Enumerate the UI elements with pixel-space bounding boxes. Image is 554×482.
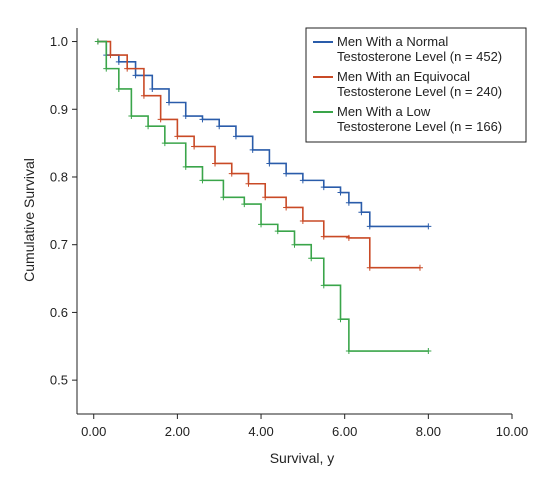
censor-mark [245, 180, 252, 187]
y-tick-label: 0.7 [50, 237, 68, 252]
legend-label: Men With a Normal [337, 34, 448, 49]
censor-mark [94, 38, 101, 45]
censor-mark [241, 201, 248, 208]
censor-mark [345, 199, 352, 206]
y-tick-label: 0.9 [50, 102, 68, 117]
censor-mark [132, 72, 139, 79]
censor-mark [320, 184, 327, 191]
censor-mark [345, 348, 352, 355]
censor-mark [199, 177, 206, 184]
censor-mark [216, 123, 223, 130]
censor-mark [145, 123, 152, 130]
censor-mark [149, 85, 156, 92]
censor-mark [320, 233, 327, 240]
censor-mark [425, 223, 432, 230]
censor-mark [161, 140, 168, 147]
censor-mark [262, 194, 269, 201]
censor-mark [283, 204, 290, 211]
censor-mark [232, 133, 239, 140]
legend-label: Testosterone Level (n = 452) [337, 49, 502, 64]
censor-mark [416, 264, 423, 271]
censor-mark [103, 65, 110, 72]
x-tick-label: 4.00 [248, 424, 273, 439]
x-tick-label: 2.00 [165, 424, 190, 439]
censor-mark [283, 170, 290, 177]
y-axis-title: Cumulative Survival [21, 158, 37, 282]
censor-mark [299, 177, 306, 184]
censor-mark [191, 143, 198, 150]
censor-mark [308, 255, 315, 262]
censor-mark [199, 116, 206, 123]
censor-mark [140, 92, 147, 99]
censor-mark [258, 221, 265, 228]
censor-mark [220, 194, 227, 201]
legend-label: Testosterone Level (n = 166) [337, 119, 502, 134]
legend-label: Testosterone Level (n = 240) [337, 84, 502, 99]
censor-mark [182, 113, 189, 120]
x-tick-label: 6.00 [332, 424, 357, 439]
censor-mark [291, 241, 298, 248]
y-tick-label: 0.5 [50, 373, 68, 388]
series-line-3 [97, 40, 429, 352]
censor-mark [345, 234, 352, 241]
y-tick-label: 0.8 [50, 169, 68, 184]
censor-mark [182, 163, 189, 170]
legend-label: Men With a Low [337, 104, 431, 119]
censor-mark [274, 228, 281, 235]
censor-mark [337, 316, 344, 323]
censor-mark [115, 58, 122, 65]
censor-mark [107, 52, 114, 59]
censor-mark [358, 209, 365, 216]
censor-mark [212, 160, 219, 167]
censor-mark [166, 99, 173, 106]
x-axis-title: Survival, y [270, 450, 335, 466]
censor-mark [174, 133, 181, 140]
x-tick-label: 10.00 [496, 424, 529, 439]
x-tick-label: 0.00 [81, 424, 106, 439]
y-tick-label: 0.6 [50, 305, 68, 320]
y-tick-label: 1.0 [50, 34, 68, 49]
legend-box [305, 27, 527, 143]
legend-label: Men With an Equivocal [337, 69, 470, 84]
censor-mark [320, 282, 327, 289]
censor-mark [266, 160, 273, 167]
censor-mark [366, 223, 373, 230]
censor-mark [115, 85, 122, 92]
censor-mark [249, 146, 256, 153]
censor-mark [299, 218, 306, 224]
censor-mark [366, 264, 373, 271]
censor-mark [157, 116, 164, 123]
censor-mark [228, 170, 235, 177]
censor-mark [337, 189, 344, 196]
x-tick-label: 8.00 [416, 424, 441, 439]
censor-mark [425, 348, 432, 355]
censor-mark [128, 113, 135, 120]
censor-mark [124, 65, 131, 72]
